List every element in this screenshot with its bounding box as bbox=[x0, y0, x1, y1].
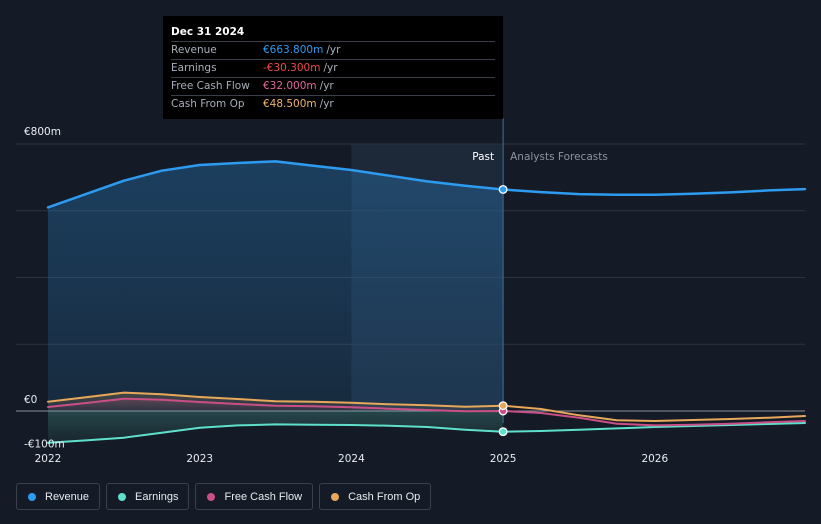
earnings-area bbox=[48, 411, 504, 443]
tooltip-value: €32.000m bbox=[263, 80, 317, 92]
x-tick-label: 2023 bbox=[186, 453, 213, 465]
earnings-marker bbox=[498, 427, 508, 437]
legend-label: Earnings bbox=[135, 490, 179, 503]
x-tick-label: 2022 bbox=[35, 453, 62, 465]
legend-label: Free Cash Flow bbox=[224, 490, 303, 503]
tooltip-label: Earnings bbox=[171, 62, 217, 74]
cash-from-op-line bbox=[47, 391, 806, 422]
tooltip-row-earnings: Earnings -€30.300m /yr bbox=[171, 60, 495, 78]
legend-item-revenue[interactable]: Revenue bbox=[16, 483, 101, 510]
tooltip-unit: /yr bbox=[326, 44, 341, 56]
legend: Revenue Earnings Free Cash Flow Cash Fro… bbox=[16, 483, 432, 510]
legend-label: Cash From Op bbox=[348, 490, 421, 503]
x-tick-label: 2025 bbox=[490, 453, 517, 465]
free-cash-flow-dot-icon bbox=[207, 492, 216, 501]
free-cash-flow-line bbox=[47, 397, 806, 427]
tooltip-markers bbox=[498, 185, 508, 437]
legend-item-earnings[interactable]: Earnings bbox=[106, 483, 190, 510]
y-tick-label: €800m bbox=[24, 126, 61, 138]
tooltip-unit: /yr bbox=[319, 98, 334, 110]
tooltip-value: €48.500m bbox=[263, 98, 317, 110]
series-lines bbox=[46, 160, 807, 444]
tooltip-value: -€30.300m bbox=[263, 62, 321, 74]
tooltip-label: Free Cash Flow bbox=[171, 80, 250, 92]
tooltip-value: €663.800m bbox=[263, 44, 324, 56]
revenue-area bbox=[48, 161, 504, 411]
y-axis-labels: €800m €0 -€100m bbox=[24, 126, 65, 450]
revenue-line bbox=[46, 160, 807, 209]
tooltip-label: Cash From Op bbox=[171, 98, 245, 110]
earnings-dot-icon bbox=[118, 492, 127, 501]
legend-item-free-cash-flow[interactable]: Free Cash Flow bbox=[195, 483, 314, 510]
tooltip-row-cash-from-op: Cash From Op €48.500m /yr bbox=[171, 96, 495, 113]
x-tick-label: 2026 bbox=[641, 453, 668, 465]
revenue-marker bbox=[498, 185, 508, 194]
tooltip-date: Dec 31 2024 bbox=[171, 24, 495, 42]
tooltip-label: Revenue bbox=[171, 44, 217, 56]
x-axis-labels: 2022 2023 2024 2025 2026 bbox=[35, 453, 669, 465]
tooltip-unit: /yr bbox=[319, 80, 334, 92]
y-tick-label: €0 bbox=[24, 394, 37, 406]
legend-label: Revenue bbox=[45, 490, 90, 503]
legend-item-cash-from-op[interactable]: Cash From Op bbox=[319, 483, 432, 510]
tooltip-row-revenue: Revenue €663.800m /yr bbox=[171, 42, 495, 60]
x-tick-label: 2024 bbox=[338, 453, 365, 465]
y-tick-label: -€100m bbox=[24, 438, 65, 450]
revenue-dot-icon bbox=[28, 492, 36, 501]
cash-from-op-dot-icon bbox=[331, 492, 340, 501]
past-label: Past bbox=[472, 151, 494, 163]
tooltip-row-free-cash-flow: Free Cash Flow €32.000m /yr bbox=[171, 78, 495, 96]
cash-from-op-marker bbox=[498, 401, 508, 411]
forecast-label: Analysts Forecasts bbox=[510, 151, 608, 163]
tooltip: Dec 31 2024 Revenue €663.800m /yr Earnin… bbox=[163, 16, 503, 119]
tooltip-unit: /yr bbox=[323, 62, 338, 74]
earnings-line bbox=[47, 422, 806, 444]
